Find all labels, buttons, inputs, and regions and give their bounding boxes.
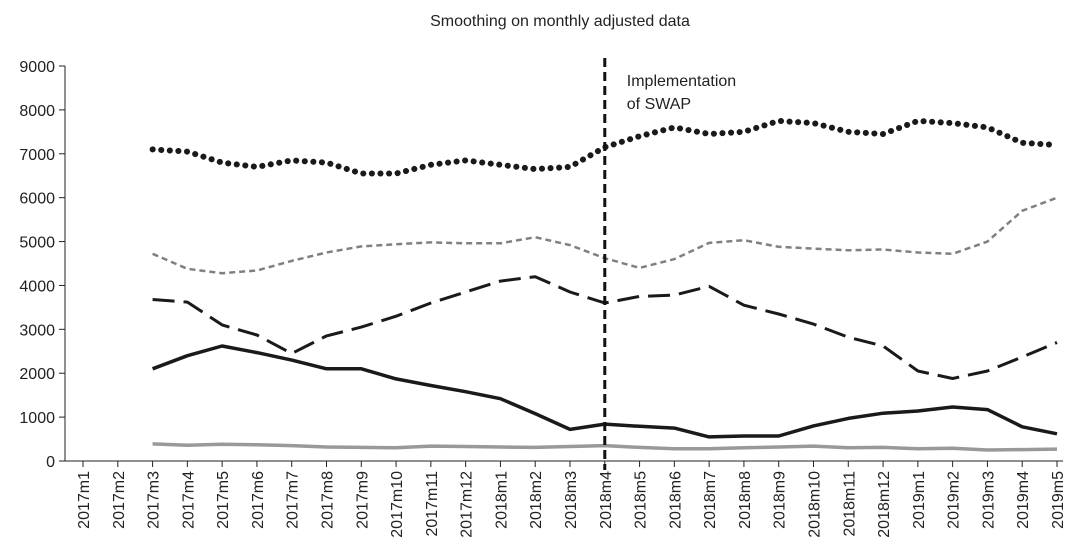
y-tick-label: 1000: [19, 410, 55, 427]
y-tick-label: 2000: [19, 366, 55, 383]
x-tick-label: 2019m4: [1015, 471, 1032, 529]
x-tick-label: 2017m12: [459, 471, 476, 538]
x-tick-label: 2017m6: [250, 471, 267, 529]
x-tick-label: 2017m9: [354, 471, 371, 529]
y-tick-label: 5000: [19, 235, 55, 252]
annotation: Implementation: [627, 73, 736, 90]
x-tick-label: 2018m2: [528, 471, 545, 529]
x-tick-label: 2018m6: [667, 471, 684, 529]
y-tick-label: 3000: [19, 322, 55, 339]
x-tick-label: 2017m11: [424, 471, 441, 537]
y-tick-label: 9000: [19, 59, 55, 76]
y-tick-label: 8000: [19, 103, 55, 120]
x-tick-label: 2017m3: [146, 471, 163, 529]
x-tick-label: 2018m11: [841, 471, 858, 537]
x-tick-label: 2018m5: [633, 471, 650, 529]
x-tick-label: 2017m2: [111, 471, 128, 529]
series-line: [152, 442, 1058, 452]
x-tick-label: 2017m7: [285, 471, 302, 529]
x-tick-label: 2019m5: [1050, 471, 1067, 529]
y-tick-label: 4000: [19, 278, 55, 295]
y-tick-label: 7000: [19, 147, 55, 164]
x-tick-label: 2017m8: [320, 471, 337, 529]
x-tick-label: 2019m3: [980, 471, 997, 529]
x-tick-label: 2018m3: [563, 471, 580, 529]
x-tick-label: 2018m8: [737, 471, 754, 529]
annotation: of SWAP: [627, 96, 691, 113]
x-tick-label: 2018m1: [493, 471, 510, 529]
x-tick-label: 2018m10: [807, 471, 824, 538]
x-tick-label: 2017m10: [389, 471, 406, 538]
x-tick-label: 2018m7: [702, 471, 719, 529]
x-tick-label: 2017m5: [215, 471, 232, 529]
y-tick-label: 6000: [19, 191, 55, 208]
x-tick-label: 2017m4: [180, 471, 197, 529]
x-tick-label: 2017m1: [76, 471, 93, 529]
x-tick-label: 2018m9: [772, 471, 789, 529]
y-tick-label: 0: [46, 454, 55, 471]
x-tick-label: 2018m12: [876, 471, 893, 538]
x-tick-label: 2019m1: [911, 471, 928, 529]
chart-title: Smoothing on monthly adjusted data: [430, 13, 690, 30]
x-tick-label: 2018m4: [598, 471, 615, 529]
x-tick-label: 2019m2: [946, 471, 963, 529]
